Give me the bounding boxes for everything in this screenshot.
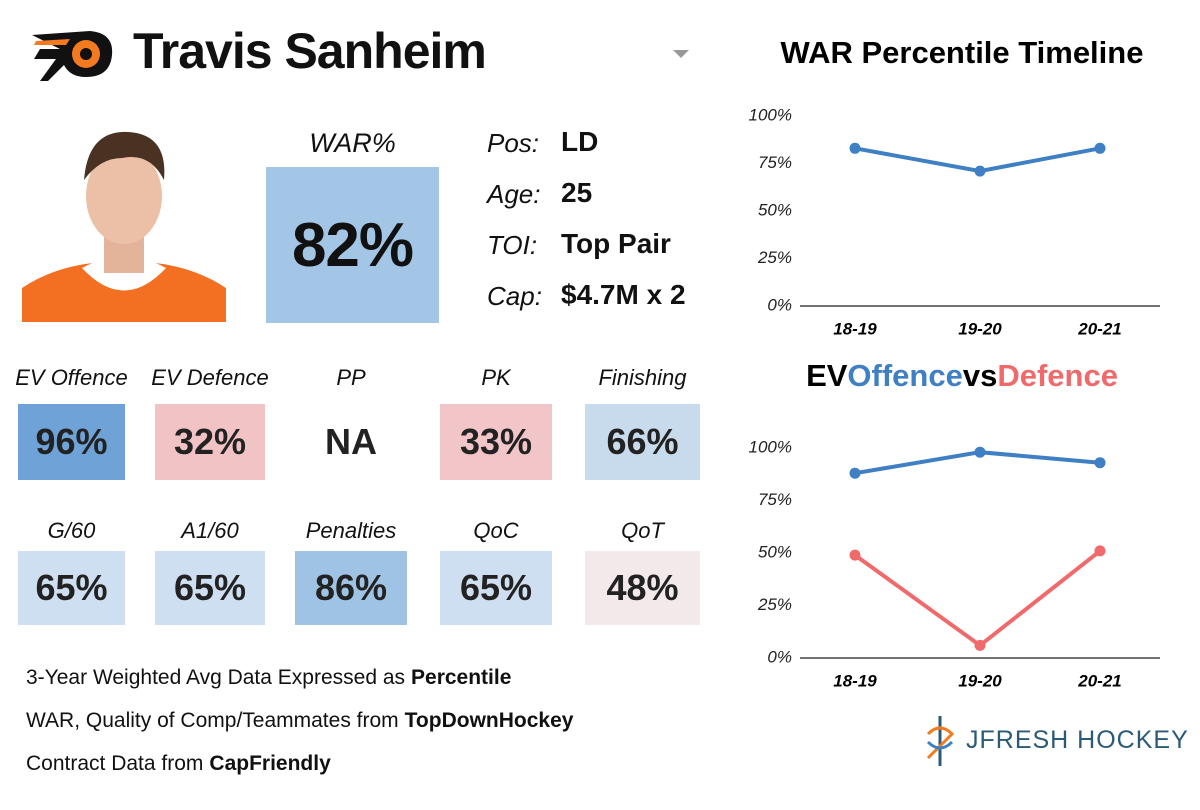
bio-key: Age: <box>487 179 541 209</box>
bio-value: Top Pair <box>561 228 671 259</box>
legend-label: Defence <box>997 358 1118 393</box>
tile-label: EV Defence <box>151 365 269 390</box>
title-part: EV <box>806 358 848 393</box>
tile-label: PP <box>336 365 366 390</box>
tile-value: 96% <box>18 404 125 480</box>
tile-label: Finishing <box>598 365 687 390</box>
bio-key: TOI: <box>487 230 538 260</box>
tile-value: 65% <box>18 551 125 625</box>
bio-key: Pos: <box>487 128 540 158</box>
series-line <box>853 549 1102 648</box>
tile-value: 65% <box>155 551 265 625</box>
y-tick-label: 100% <box>749 105 792 124</box>
data-point <box>1094 142 1106 154</box>
tile-label: QoT <box>621 518 664 543</box>
war-label: WAR% <box>309 128 396 158</box>
y-tick-label: 75% <box>758 153 792 172</box>
tile-value: 66% <box>585 404 700 480</box>
legend-label: Offence <box>847 358 962 393</box>
data-point <box>1094 457 1106 469</box>
footer-line: 3-Year Weighted Avg Data Expressed as Per… <box>26 666 511 690</box>
x-tick-label: 19-20 <box>958 319 1002 338</box>
dropdown-arrow[interactable] <box>672 48 690 60</box>
bio-value: LD <box>561 126 599 157</box>
data-point <box>974 446 986 458</box>
chart-title: WAR Percentile Timeline <box>781 35 1144 70</box>
footer-source: CapFriendly <box>209 752 331 775</box>
footer-text: Contract Data from <box>26 752 204 775</box>
data-point <box>849 549 861 561</box>
player-name: Travis Sanheim <box>133 23 487 79</box>
y-tick-label: 50% <box>758 200 792 219</box>
data-point <box>974 165 986 177</box>
player-photo <box>22 131 226 322</box>
tile-value: 33% <box>440 404 552 480</box>
y-tick-label: 75% <box>758 490 792 509</box>
tile-label: G/60 <box>47 518 96 543</box>
data-point <box>974 639 986 651</box>
brand-name: JFRESH HOCKEY <box>966 726 1189 754</box>
y-tick-label: 0% <box>767 295 792 314</box>
footer-source: Percentile <box>411 666 512 689</box>
tile-value: 48% <box>585 551 700 625</box>
data-point <box>1094 545 1106 557</box>
data-point <box>849 142 861 154</box>
tile-label: Penalties <box>305 518 397 543</box>
footer-source: TopDownHockey <box>404 709 574 732</box>
war-value: 82% <box>266 167 439 323</box>
brand-logo <box>926 716 955 766</box>
y-tick-label: 25% <box>757 595 792 614</box>
bio-value: 25 <box>561 177 593 208</box>
tile-value: 32% <box>155 404 265 480</box>
x-tick-label: 20-21 <box>1077 319 1121 338</box>
tile-value: NA <box>325 421 377 462</box>
data-point <box>849 467 861 479</box>
x-tick-label: 18-19 <box>833 319 877 338</box>
y-tick-label: 0% <box>767 647 792 666</box>
chart-title: EVOffencevsDefence <box>806 358 1118 393</box>
tile-value: 65% <box>440 551 552 625</box>
bio-value: $4.7M x 2 <box>561 279 686 310</box>
title-part: vs <box>963 358 997 393</box>
footer-text: 3-Year Weighted Avg Data Expressed as <box>26 666 406 689</box>
footer-line: Contract Data from CapFriendly <box>26 752 331 776</box>
x-tick-label: 19-20 <box>958 671 1002 690</box>
footer-line: WAR, Quality of Comp/Teammates from TopDo… <box>26 709 573 733</box>
tile-value: 86% <box>295 551 407 625</box>
tile-label: PK <box>481 365 511 390</box>
tile-label: A1/60 <box>181 518 239 543</box>
y-tick-label: 50% <box>758 542 792 561</box>
y-tick-label: 100% <box>749 437 792 456</box>
x-tick-label: 18-19 <box>833 671 877 690</box>
tile-label: EV Offence <box>15 365 128 390</box>
team-logo <box>32 31 113 81</box>
tile-label: QoC <box>473 518 519 543</box>
x-tick-label: 20-21 <box>1077 671 1121 690</box>
y-tick-label: 25% <box>757 248 792 267</box>
footer-text: WAR, Quality of Comp/Teammates from <box>26 709 399 732</box>
bio-key: Cap: <box>487 281 542 311</box>
